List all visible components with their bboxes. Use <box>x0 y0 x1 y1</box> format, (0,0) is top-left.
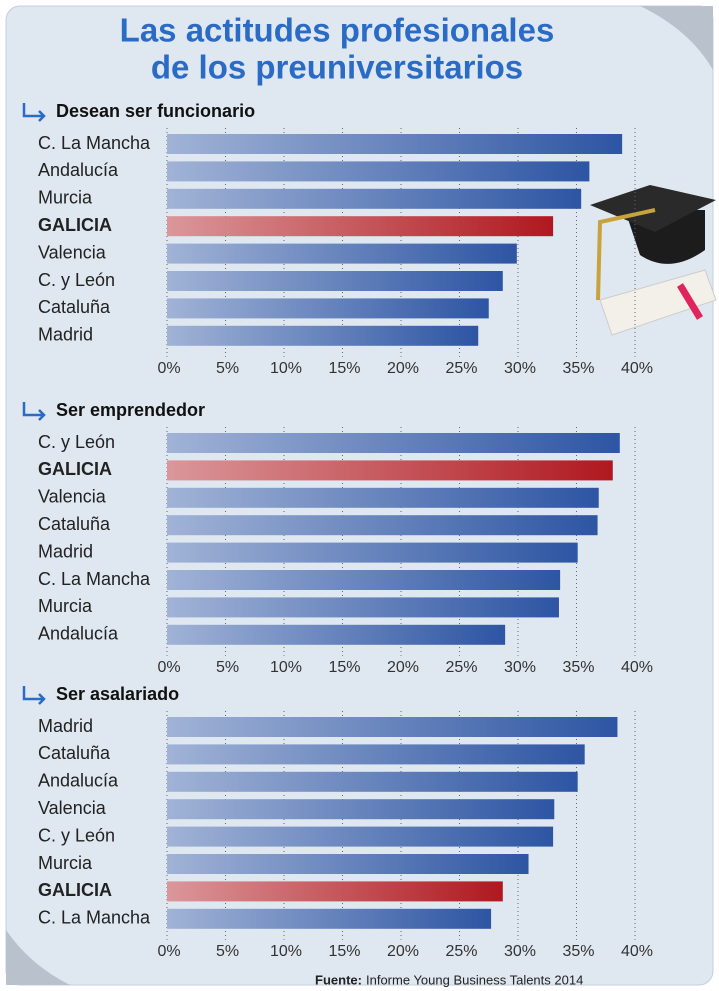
category-label: Murcia <box>38 596 93 616</box>
x-tick-label: 10% <box>270 360 302 377</box>
x-tick-label: 5% <box>216 360 239 377</box>
page-curl <box>640 6 713 70</box>
category-label: C. y León <box>38 270 115 290</box>
bar <box>167 134 623 154</box>
category-label: GALICIA <box>38 459 112 479</box>
category-label: Madrid <box>38 716 93 736</box>
chart-heading: Desean ser funcionario <box>56 101 255 121</box>
heading-arrow <box>22 103 46 122</box>
x-tick-label: 20% <box>387 360 419 377</box>
category-label: Madrid <box>38 325 93 345</box>
category-label: GALICIA <box>38 215 112 235</box>
bar <box>167 624 506 645</box>
bar <box>167 799 555 820</box>
x-tick-label: 15% <box>328 659 360 676</box>
x-tick-label: 20% <box>387 943 419 960</box>
heading-arrow <box>22 402 46 421</box>
category-label: Valencia <box>38 798 107 818</box>
category-label: C. La Mancha <box>38 569 151 589</box>
x-tick-label: 10% <box>270 659 302 676</box>
heading-arrow <box>22 686 46 705</box>
category-label: Andalucía <box>38 624 119 644</box>
x-tick-label: 35% <box>562 360 594 377</box>
x-tick-label: 0% <box>157 360 180 377</box>
bar <box>167 243 517 264</box>
bar <box>167 515 598 536</box>
x-tick-label: 30% <box>504 360 536 377</box>
x-tick-label: 25% <box>445 659 477 676</box>
bar <box>167 854 529 874</box>
x-tick-label: 15% <box>328 360 360 377</box>
category-label: Valencia <box>38 242 107 262</box>
category-label: Murcia <box>38 188 93 208</box>
category-label: C. y León <box>38 432 115 452</box>
x-tick-label: 40% <box>621 943 653 960</box>
bar <box>167 460 613 481</box>
bar <box>167 271 503 291</box>
category-label: C. La Mancha <box>38 908 151 928</box>
bar <box>167 325 479 346</box>
source-text: Informe Young Business Talents 2014 <box>366 972 583 987</box>
graduation-cap <box>590 185 717 336</box>
x-tick-label: 35% <box>562 659 594 676</box>
bar <box>167 161 590 182</box>
x-tick-label: 25% <box>445 360 477 377</box>
x-tick-label: 35% <box>562 943 594 960</box>
bar <box>167 542 578 563</box>
title-line: de los preuniversitarios <box>151 49 523 86</box>
x-tick-label: 5% <box>216 659 239 676</box>
bar <box>167 908 492 929</box>
chart-heading: Ser asalariado <box>56 684 179 704</box>
bar <box>167 597 559 618</box>
x-tick-label: 5% <box>216 943 239 960</box>
x-tick-label: 25% <box>445 943 477 960</box>
category-label: Andalucía <box>38 771 119 791</box>
x-tick-label: 10% <box>270 943 302 960</box>
x-tick-label: 0% <box>157 943 180 960</box>
category-label: Valencia <box>38 487 107 507</box>
bar <box>167 771 578 792</box>
x-tick-label: 30% <box>504 943 536 960</box>
bar <box>167 298 489 319</box>
bar <box>167 570 561 590</box>
category-label: GALICIA <box>38 880 112 900</box>
category-label: Cataluña <box>38 514 111 534</box>
bar <box>167 216 554 237</box>
category-label: C. y León <box>38 825 115 845</box>
category-label: C. La Mancha <box>38 133 151 153</box>
x-tick-label: 40% <box>621 659 653 676</box>
bar <box>167 188 582 209</box>
bar <box>167 826 554 847</box>
category-label: Cataluña <box>38 297 111 317</box>
bar <box>167 433 620 453</box>
bar <box>167 881 503 902</box>
category-label: Andalucía <box>38 160 119 180</box>
title-line: Las actitudes profesionales <box>120 12 555 49</box>
x-tick-label: 40% <box>621 360 653 377</box>
x-tick-label: 30% <box>504 659 536 676</box>
page-curl <box>6 930 70 985</box>
source-label: Fuente: <box>315 972 362 987</box>
chart-heading: Ser emprendedor <box>56 400 205 420</box>
bar <box>167 717 618 737</box>
x-tick-label: 0% <box>157 659 180 676</box>
x-tick-label: 20% <box>387 659 419 676</box>
category-label: Murcia <box>38 853 93 873</box>
bar <box>167 744 585 765</box>
bar <box>167 487 599 508</box>
category-label: Madrid <box>38 541 93 561</box>
category-label: Cataluña <box>38 743 111 763</box>
x-tick-label: 15% <box>328 943 360 960</box>
